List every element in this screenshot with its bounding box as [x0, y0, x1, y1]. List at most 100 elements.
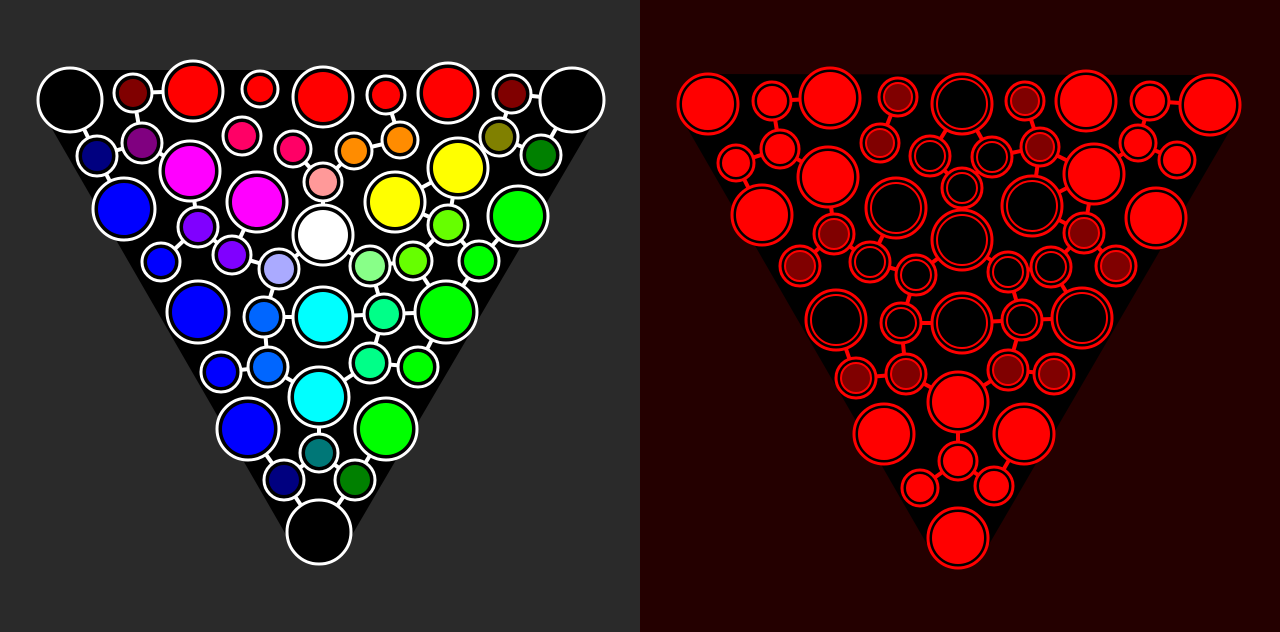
right-node[interactable]: [1019, 126, 1061, 168]
right-node[interactable]: [879, 301, 923, 345]
left-node[interactable]: [491, 73, 533, 115]
right-node[interactable]: [992, 402, 1056, 466]
left-node[interactable]: [199, 350, 243, 394]
right-node[interactable]: [859, 122, 901, 164]
right-node[interactable]: [798, 66, 862, 130]
left-node[interactable]: [519, 133, 563, 177]
right-node[interactable]: [1157, 140, 1197, 180]
left-node[interactable]: [333, 458, 377, 502]
right-node[interactable]: [812, 212, 856, 256]
right-node[interactable]: [676, 72, 740, 136]
right-node[interactable]: [834, 356, 878, 400]
right-node[interactable]: [970, 135, 1014, 179]
right-node[interactable]: [1050, 286, 1114, 350]
right-node[interactable]: [796, 145, 860, 209]
left-node[interactable]: [215, 396, 281, 462]
left-node[interactable]: [221, 115, 263, 157]
right-node[interactable]: [1032, 352, 1076, 396]
right-node[interactable]: [1124, 186, 1188, 250]
right-node[interactable]: [751, 80, 793, 122]
right-node[interactable]: [930, 72, 994, 136]
left-node[interactable]: [91, 176, 157, 242]
left-node[interactable]: [365, 74, 407, 116]
left-node[interactable]: [291, 203, 355, 267]
left-node[interactable]: [353, 396, 419, 462]
right-node[interactable]: [1029, 245, 1073, 289]
right-node[interactable]: [877, 76, 919, 118]
left-node[interactable]: [362, 292, 406, 336]
left-node[interactable]: [426, 203, 470, 247]
left-node[interactable]: [120, 121, 164, 165]
right-node[interactable]: [778, 244, 822, 288]
right-node[interactable]: [759, 128, 801, 170]
left-node[interactable]: [363, 170, 427, 234]
right-node[interactable]: [926, 506, 990, 570]
left-node[interactable]: [334, 131, 374, 171]
left-node[interactable]: [246, 345, 290, 389]
left-node[interactable]: [302, 161, 344, 203]
right-node[interactable]: [930, 291, 994, 355]
right-node[interactable]: [848, 240, 892, 284]
left-node[interactable]: [262, 458, 306, 502]
left-node[interactable]: [211, 234, 253, 276]
right-node[interactable]: [1178, 73, 1242, 137]
right-node[interactable]: [804, 288, 868, 352]
left-node[interactable]: [140, 241, 182, 283]
left-node[interactable]: [165, 279, 231, 345]
left-node[interactable]: [161, 59, 225, 123]
right-node[interactable]: [986, 250, 1030, 294]
right-node[interactable]: [1094, 244, 1138, 288]
left-node-fill: [172, 286, 224, 338]
right-node[interactable]: [1054, 69, 1118, 133]
left-node[interactable]: [392, 240, 434, 282]
right-node[interactable]: [908, 134, 952, 178]
left-node[interactable]: [538, 66, 606, 134]
left-node[interactable]: [478, 116, 520, 158]
left-node[interactable]: [176, 205, 220, 249]
right-node[interactable]: [852, 402, 916, 466]
right-node[interactable]: [1000, 298, 1044, 342]
left-node[interactable]: [112, 72, 154, 114]
left-node[interactable]: [298, 432, 340, 474]
left-node[interactable]: [273, 129, 313, 169]
right-node[interactable]: [730, 183, 794, 247]
right-node[interactable]: [940, 166, 984, 210]
left-node[interactable]: [486, 184, 550, 248]
right-node[interactable]: [864, 176, 928, 240]
left-node[interactable]: [348, 244, 392, 288]
left-node[interactable]: [287, 365, 351, 429]
left-node[interactable]: [225, 170, 289, 234]
left-node[interactable]: [396, 345, 440, 389]
left-node[interactable]: [36, 66, 104, 134]
right-node[interactable]: [1062, 211, 1106, 255]
right-node[interactable]: [1118, 123, 1158, 163]
right-node[interactable]: [937, 440, 979, 482]
right-node[interactable]: [884, 352, 928, 396]
left-node[interactable]: [257, 247, 301, 291]
right-node[interactable]: [973, 465, 1015, 507]
left-node[interactable]: [285, 498, 353, 566]
right-node[interactable]: [716, 143, 756, 183]
left-node[interactable]: [242, 295, 286, 339]
left-node[interactable]: [240, 69, 280, 109]
left-node[interactable]: [416, 61, 480, 125]
right-node[interactable]: [1062, 142, 1126, 206]
left-node[interactable]: [413, 279, 479, 345]
left-node-fill: [360, 403, 412, 455]
right-node[interactable]: [1004, 80, 1046, 122]
left-node[interactable]: [291, 65, 355, 129]
left-node[interactable]: [158, 139, 222, 203]
right-node[interactable]: [930, 208, 994, 272]
left-node[interactable]: [75, 134, 119, 178]
right-node[interactable]: [1000, 174, 1064, 238]
left-node[interactable]: [291, 285, 355, 349]
left-node[interactable]: [348, 341, 392, 385]
right-node[interactable]: [900, 468, 940, 508]
right-node[interactable]: [894, 253, 938, 297]
right-node[interactable]: [986, 348, 1030, 392]
left-node[interactable]: [380, 120, 420, 160]
right-node[interactable]: [926, 370, 990, 434]
left-node[interactable]: [457, 239, 501, 283]
left-node[interactable]: [426, 136, 490, 200]
right-node[interactable]: [1129, 80, 1171, 122]
